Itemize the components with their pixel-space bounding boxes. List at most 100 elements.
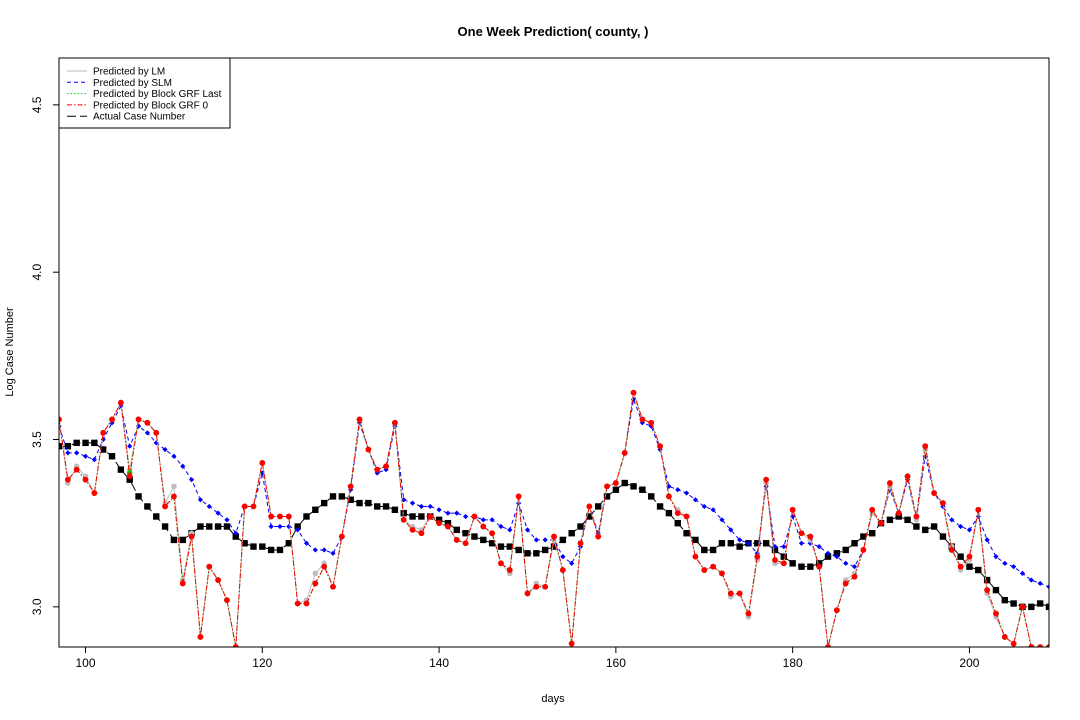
- data-point-predicted-by-block-grf-0: [188, 533, 195, 540]
- data-point-actual-case-number: [206, 523, 213, 530]
- data-point-predicted-by-slm: [542, 537, 548, 543]
- data-point-predicted-by-slm: [949, 517, 955, 523]
- data-point-predicted-by-block-grf-0: [1046, 644, 1049, 647]
- data-point-actual-case-number: [241, 540, 248, 547]
- data-point-actual-case-number: [550, 543, 558, 550]
- data-point-actual-case-number: [329, 493, 337, 500]
- x-tick-label: 160: [606, 656, 626, 670]
- data-point-actual-case-number: [524, 550, 531, 557]
- y-tick-label: 4.5: [30, 96, 44, 113]
- data-point-predicted-by-slm: [984, 537, 990, 543]
- data-point-predicted-by-block-grf-0: [374, 466, 381, 473]
- data-point-predicted-by-block-grf-0: [59, 416, 62, 423]
- data-point-actual-case-number: [904, 516, 911, 524]
- y-axis-label: Log Case Number: [4, 307, 16, 397]
- x-tick-label: 100: [76, 656, 96, 670]
- data-point-actual-case-number: [285, 540, 293, 547]
- data-point-actual-case-number: [409, 513, 416, 520]
- data-point-predicted-by-slm: [100, 436, 106, 443]
- data-point-predicted-by-slm: [65, 450, 71, 456]
- data-point-predicted-by-block-grf-0: [321, 563, 328, 570]
- data-point-predicted-by-slm: [1011, 564, 1017, 570]
- data-point-predicted-by-slm: [1002, 560, 1008, 566]
- legend-label-predicted-by-slm: Predicted by SLM: [93, 78, 172, 89]
- data-point-predicted-by-block-grf-0: [975, 506, 982, 513]
- data-point-predicted-by-block-grf-0: [922, 443, 929, 450]
- data-point-predicted-by-slm: [171, 453, 177, 459]
- data-point-predicted-by-slm: [683, 490, 690, 496]
- data-point-predicted-by-slm: [454, 510, 460, 516]
- axes: 100 120 140 160 180 200 3.0 3.5 4.0 4.5: [30, 57, 1050, 670]
- data-point-predicted-by-block-grf-0: [100, 429, 107, 436]
- data-point-actual-case-number: [223, 523, 231, 530]
- data-point-actual-case-number: [59, 443, 63, 450]
- data-point-predicted-by-block-grf-0: [701, 567, 708, 573]
- data-point-predicted-by-block-grf-0: [91, 490, 98, 496]
- data-point-predicted-by-lm: [312, 570, 319, 577]
- data-point-predicted-by-block-grf-0: [82, 476, 89, 483]
- data-point-predicted-by-block-grf-0: [595, 533, 602, 540]
- data-point-predicted-by-block-grf-0: [604, 483, 610, 490]
- data-point-predicted-by-block-grf-0: [277, 513, 283, 520]
- data-point-predicted-by-slm: [180, 463, 186, 469]
- data-point-actual-case-number: [913, 523, 920, 530]
- data-point-actual-case-number: [824, 553, 832, 560]
- data-point-predicted-by-slm: [834, 554, 840, 560]
- data-point-predicted-by-block-grf-0: [568, 640, 575, 647]
- data-point-predicted-by-block-grf-0: [241, 503, 248, 510]
- data-point-actual-case-number: [347, 496, 354, 503]
- data-point-predicted-by-block-grf-0: [878, 520, 884, 527]
- data-point-actual-case-number: [869, 530, 876, 537]
- data-point-predicted-by-block-grf-0: [303, 600, 310, 607]
- data-point-actual-case-number: [639, 486, 646, 493]
- data-point-predicted-by-block-grf-0: [1001, 634, 1008, 640]
- legend-label-predicted-by-block-grf-0: Predicted by Block GRF 0: [93, 100, 208, 111]
- data-point-actual-case-number: [736, 543, 743, 550]
- data-point-actual-case-number: [789, 560, 796, 567]
- data-point-predicted-by-slm: [197, 497, 204, 503]
- data-point-predicted-by-block-grf-0: [957, 563, 964, 570]
- data-point-predicted-by-lm: [171, 483, 177, 490]
- data-point-actual-case-number: [701, 546, 708, 554]
- data-point-predicted-by-slm: [295, 527, 301, 533]
- data-point-actual-case-number: [312, 506, 319, 513]
- data-point-predicted-by-slm: [277, 523, 283, 530]
- data-point-actual-case-number: [1010, 600, 1017, 607]
- data-point-predicted-by-block-grf-0: [312, 580, 319, 587]
- data-point-predicted-by-block-grf-0: [657, 443, 663, 450]
- data-point-predicted-by-block-grf-0: [860, 547, 867, 553]
- data-point-actual-case-number: [1028, 603, 1035, 611]
- data-point-actual-case-number: [754, 540, 761, 547]
- data-point-actual-case-number: [603, 493, 611, 500]
- data-point-predicted-by-block-grf-0: [480, 523, 487, 530]
- chart-title: One Week Prediction( county, ): [458, 24, 649, 39]
- data-point-actual-case-number: [267, 546, 275, 554]
- data-point-predicted-by-block-grf-0: [1010, 640, 1017, 647]
- data-point-actual-case-number: [957, 553, 964, 560]
- data-point-actual-case-number: [99, 446, 107, 453]
- data-point-predicted-by-block-grf-0: [224, 597, 230, 604]
- data-point-predicted-by-slm: [348, 487, 354, 493]
- data-point-actual-case-number: [418, 513, 425, 520]
- data-point-actual-case-number: [144, 503, 151, 510]
- data-point-predicted-by-slm: [745, 540, 752, 546]
- data-point-predicted-by-slm: [816, 544, 822, 550]
- data-point-predicted-by-block-grf-0: [418, 530, 425, 537]
- data-point-predicted-by-slm: [843, 560, 849, 566]
- data-point-predicted-by-slm: [1028, 577, 1034, 583]
- data-point-predicted-by-block-grf-0: [798, 530, 805, 537]
- x-tick-label: 120: [252, 656, 272, 670]
- data-point-predicted-by-slm: [728, 527, 734, 533]
- data-point-predicted-by-block-grf-0: [621, 449, 628, 456]
- data-point-predicted-by-slm: [144, 430, 150, 436]
- data-point-predicted-by-slm: [781, 544, 787, 550]
- data-point-actual-case-number: [497, 543, 505, 550]
- data-point-predicted-by-slm: [418, 503, 425, 510]
- data-point-actual-case-number: [683, 530, 690, 537]
- data-point-actual-case-number: [471, 533, 478, 540]
- data-point-predicted-by-block-grf-0: [780, 560, 787, 567]
- data-point-predicted-by-block-grf-0: [356, 416, 363, 423]
- data-point-predicted-by-slm: [560, 554, 566, 560]
- data-point-predicted-by-block-grf-0: [285, 513, 292, 520]
